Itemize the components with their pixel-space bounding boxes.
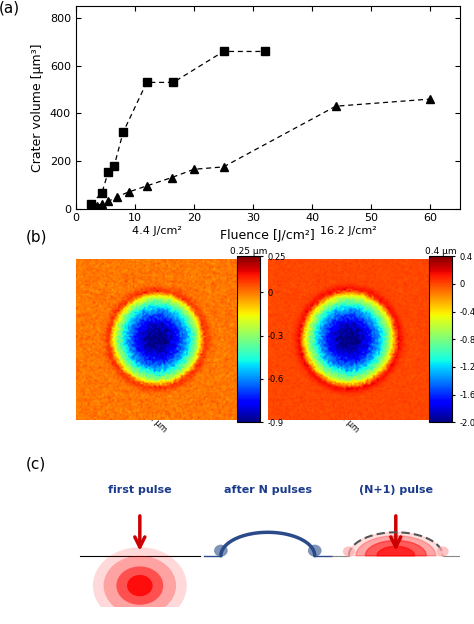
Polygon shape	[221, 532, 315, 556]
X-axis label: Fluence [J/cm²]: Fluence [J/cm²]	[220, 229, 315, 242]
Text: first pulse: first pulse	[108, 485, 172, 495]
Text: (N+1) pulse: (N+1) pulse	[359, 485, 433, 495]
Ellipse shape	[116, 567, 163, 605]
Text: 16.2 J/cm²: 16.2 J/cm²	[320, 226, 377, 236]
Ellipse shape	[343, 547, 355, 557]
Ellipse shape	[127, 575, 153, 597]
Title: 0.4 μm: 0.4 μm	[425, 246, 456, 255]
Polygon shape	[365, 540, 426, 556]
Text: y: 21 μm: y: 21 μm	[83, 382, 116, 414]
Polygon shape	[377, 547, 415, 556]
Text: 4.4 J/cm²: 4.4 J/cm²	[131, 226, 182, 236]
Text: (c): (c)	[26, 457, 46, 472]
Ellipse shape	[308, 545, 321, 557]
Polygon shape	[356, 536, 436, 556]
Text: y: 39 μm: y: 39 μm	[275, 382, 308, 414]
Text: x: 39 μm: x: 39 μm	[328, 402, 361, 434]
Polygon shape	[349, 532, 443, 556]
Ellipse shape	[437, 547, 449, 557]
Ellipse shape	[214, 545, 228, 557]
Text: x: 21 μm: x: 21 μm	[137, 402, 169, 434]
Text: after N pulses: after N pulses	[224, 485, 312, 495]
Y-axis label: Crater volume [μm³]: Crater volume [μm³]	[31, 43, 44, 172]
Ellipse shape	[103, 556, 176, 615]
Text: (a): (a)	[0, 0, 20, 15]
Text: (b): (b)	[26, 230, 47, 245]
Ellipse shape	[93, 547, 187, 624]
Title: 0.25 μm: 0.25 μm	[230, 246, 267, 255]
